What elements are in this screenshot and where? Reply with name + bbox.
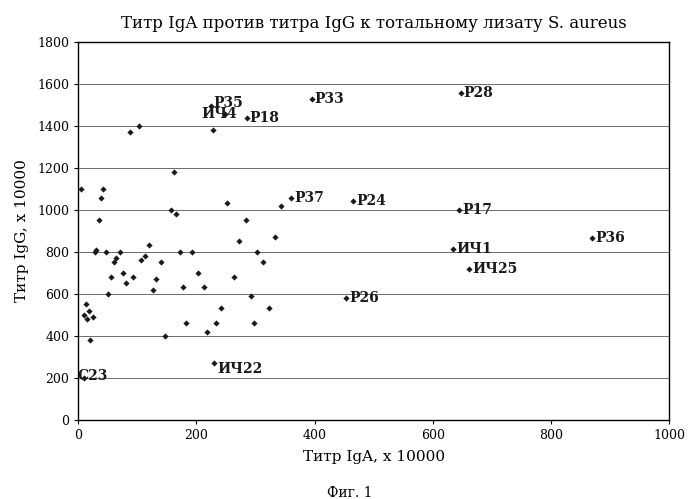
Point [263, 304, 274, 312]
Text: Р33: Р33 [314, 91, 344, 106]
Point [228, 273, 239, 281]
Point [286, 194, 297, 202]
Point [246, 292, 257, 300]
Point [135, 256, 146, 264]
Point [82, 315, 93, 323]
Point [85, 336, 96, 344]
Point [114, 248, 125, 256]
Point [219, 110, 230, 118]
Point [147, 285, 158, 293]
Point [248, 319, 260, 327]
Point [207, 126, 218, 134]
Point [90, 248, 101, 256]
Point [169, 168, 180, 176]
Point [139, 252, 150, 260]
Point [464, 264, 475, 272]
Point [240, 216, 251, 224]
Point [202, 327, 213, 335]
Text: ИЧ25: ИЧ25 [473, 261, 517, 275]
Text: С23: С23 [77, 369, 108, 383]
Text: ИЧ4: ИЧ4 [201, 107, 237, 121]
Text: Р36: Р36 [595, 231, 625, 245]
Point [181, 319, 192, 327]
Point [105, 273, 116, 281]
Point [90, 246, 101, 253]
Point [174, 248, 186, 256]
Point [78, 374, 90, 382]
Text: Р18: Р18 [250, 111, 279, 125]
Point [78, 311, 90, 319]
Point [102, 290, 113, 298]
Point [192, 269, 203, 277]
Point [241, 114, 252, 122]
Point [108, 258, 120, 266]
Point [120, 279, 131, 287]
Point [97, 185, 108, 193]
Text: Р26: Р26 [349, 291, 379, 305]
Point [456, 89, 467, 97]
Point [144, 242, 155, 250]
Point [340, 294, 351, 302]
Text: ИЧ22: ИЧ22 [217, 362, 262, 376]
Point [93, 216, 104, 224]
Point [76, 185, 87, 193]
Point [133, 122, 144, 130]
Point [125, 128, 136, 136]
Text: Р37: Р37 [294, 191, 323, 205]
Point [155, 258, 167, 266]
Point [347, 198, 358, 206]
Point [127, 273, 139, 281]
Point [95, 194, 106, 202]
Point [117, 269, 128, 277]
X-axis label: Титр IgA, х 10000: Титр IgA, х 10000 [302, 450, 444, 464]
Point [160, 332, 171, 340]
Point [233, 238, 244, 246]
Point [209, 359, 220, 367]
Point [186, 248, 197, 256]
Text: ИЧ1: ИЧ1 [456, 242, 492, 255]
Point [171, 210, 182, 218]
Y-axis label: Титр IgG, х 10000: Титр IgG, х 10000 [15, 159, 29, 302]
Point [222, 200, 233, 208]
Point [198, 283, 209, 291]
Text: Р35: Р35 [213, 96, 243, 110]
Title: Титр IgA против титра IgG к тотальному лизату S. aureus: Титр IgA против титра IgG к тотальному л… [121, 15, 626, 32]
Text: Фиг. 1: Фиг. 1 [328, 486, 372, 499]
Point [275, 202, 286, 210]
Point [206, 102, 217, 110]
Point [177, 283, 188, 291]
Point [211, 319, 222, 327]
Text: Р17: Р17 [462, 203, 492, 217]
Point [587, 234, 598, 242]
Point [150, 275, 162, 283]
Point [251, 248, 262, 256]
Point [258, 258, 269, 266]
Point [88, 313, 99, 321]
Point [454, 206, 465, 214]
Point [83, 306, 94, 314]
Point [270, 233, 281, 241]
Point [216, 304, 227, 312]
Point [306, 95, 317, 103]
Point [448, 245, 459, 252]
Text: Р28: Р28 [463, 86, 494, 100]
Text: Р24: Р24 [356, 195, 386, 209]
Point [101, 248, 112, 256]
Point [165, 206, 176, 214]
Point [80, 300, 92, 308]
Point [110, 254, 121, 262]
